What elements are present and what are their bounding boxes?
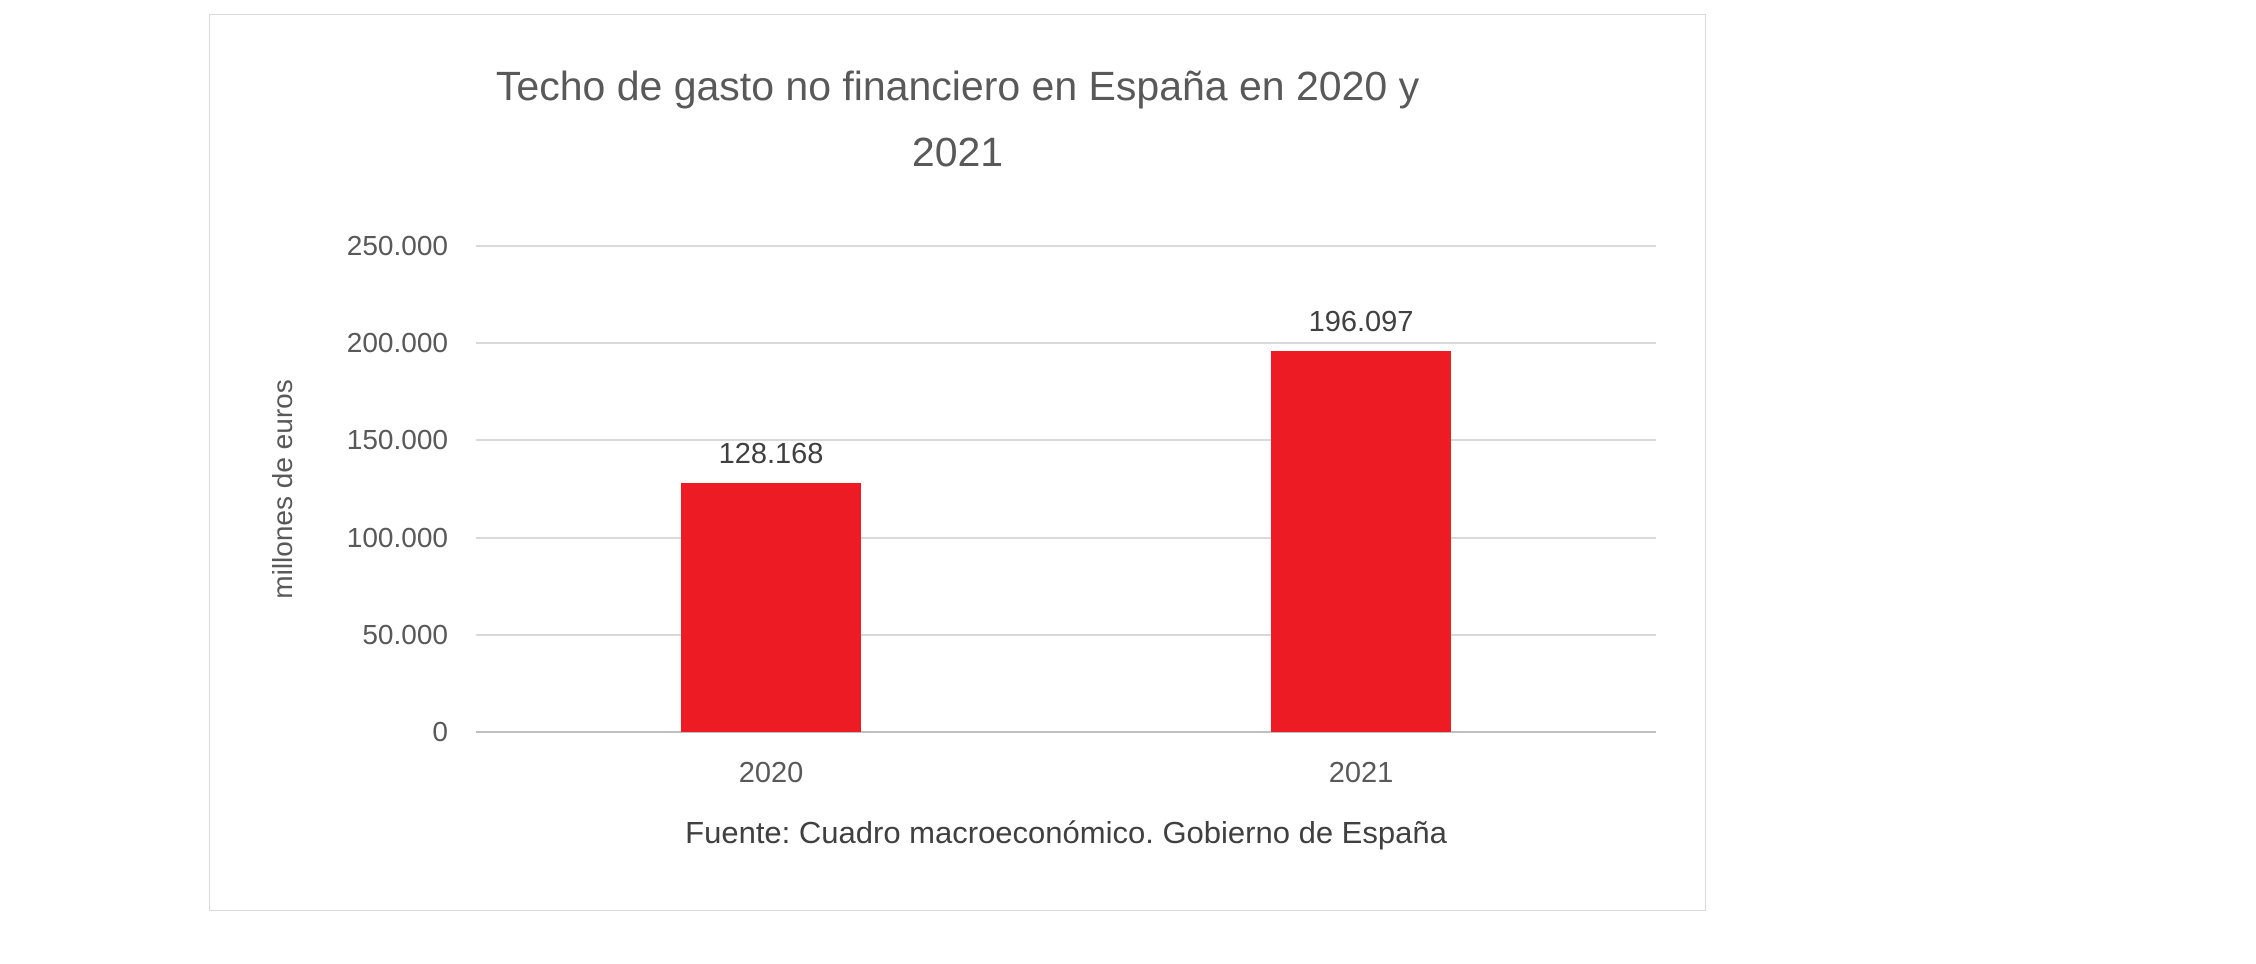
chart-title: Techo de gasto no financiero en España e… — [210, 53, 1705, 185]
y-tick-label: 0 — [432, 716, 448, 747]
y-tick-label: 200.000 — [346, 327, 448, 359]
y-axis-tick-labels: 0 50.000 100.000 150.000 200.000 250.000 — [210, 230, 462, 747]
gridline — [476, 342, 1656, 345]
bar-2021 — [1271, 350, 1451, 732]
gridline — [476, 439, 1656, 442]
y-tick-label: 250.000 — [346, 230, 448, 261]
x-tick-label: 2021 — [1328, 757, 1394, 789]
y-tick-label: 150.000 — [346, 424, 448, 456]
gridline — [476, 536, 1656, 539]
chart-frame: Techo de gasto no financiero en España e… — [209, 14, 1706, 911]
y-tick-label: 50.000 — [362, 618, 448, 650]
chart-title-line-1: Techo de gasto no financiero en España e… — [495, 63, 1420, 109]
bar-2020 — [681, 482, 861, 732]
y-tick-label: 100.000 — [346, 521, 448, 553]
bar-value-label: 128.168 — [718, 437, 824, 470]
x-axis-line — [476, 731, 1656, 733]
gridline — [476, 633, 1656, 636]
bar-slot: 128.168 — [476, 246, 1066, 732]
x-tick-label: 2020 — [738, 757, 804, 789]
plot-area: 128.168 196.097 — [476, 245, 1656, 733]
source-caption: Fuente: Cuadro macroeconómico. Gobierno … — [685, 815, 1447, 850]
bar-slot: 196.097 — [1066, 246, 1656, 732]
bar-value-label: 196.097 — [1308, 305, 1414, 338]
gridline — [476, 245, 1656, 247]
x-axis-tick-labels: 2020 2021 — [476, 757, 1656, 790]
chart-title-line-2: 2021 — [911, 129, 1004, 175]
bars-container: 128.168 196.097 — [476, 246, 1656, 732]
